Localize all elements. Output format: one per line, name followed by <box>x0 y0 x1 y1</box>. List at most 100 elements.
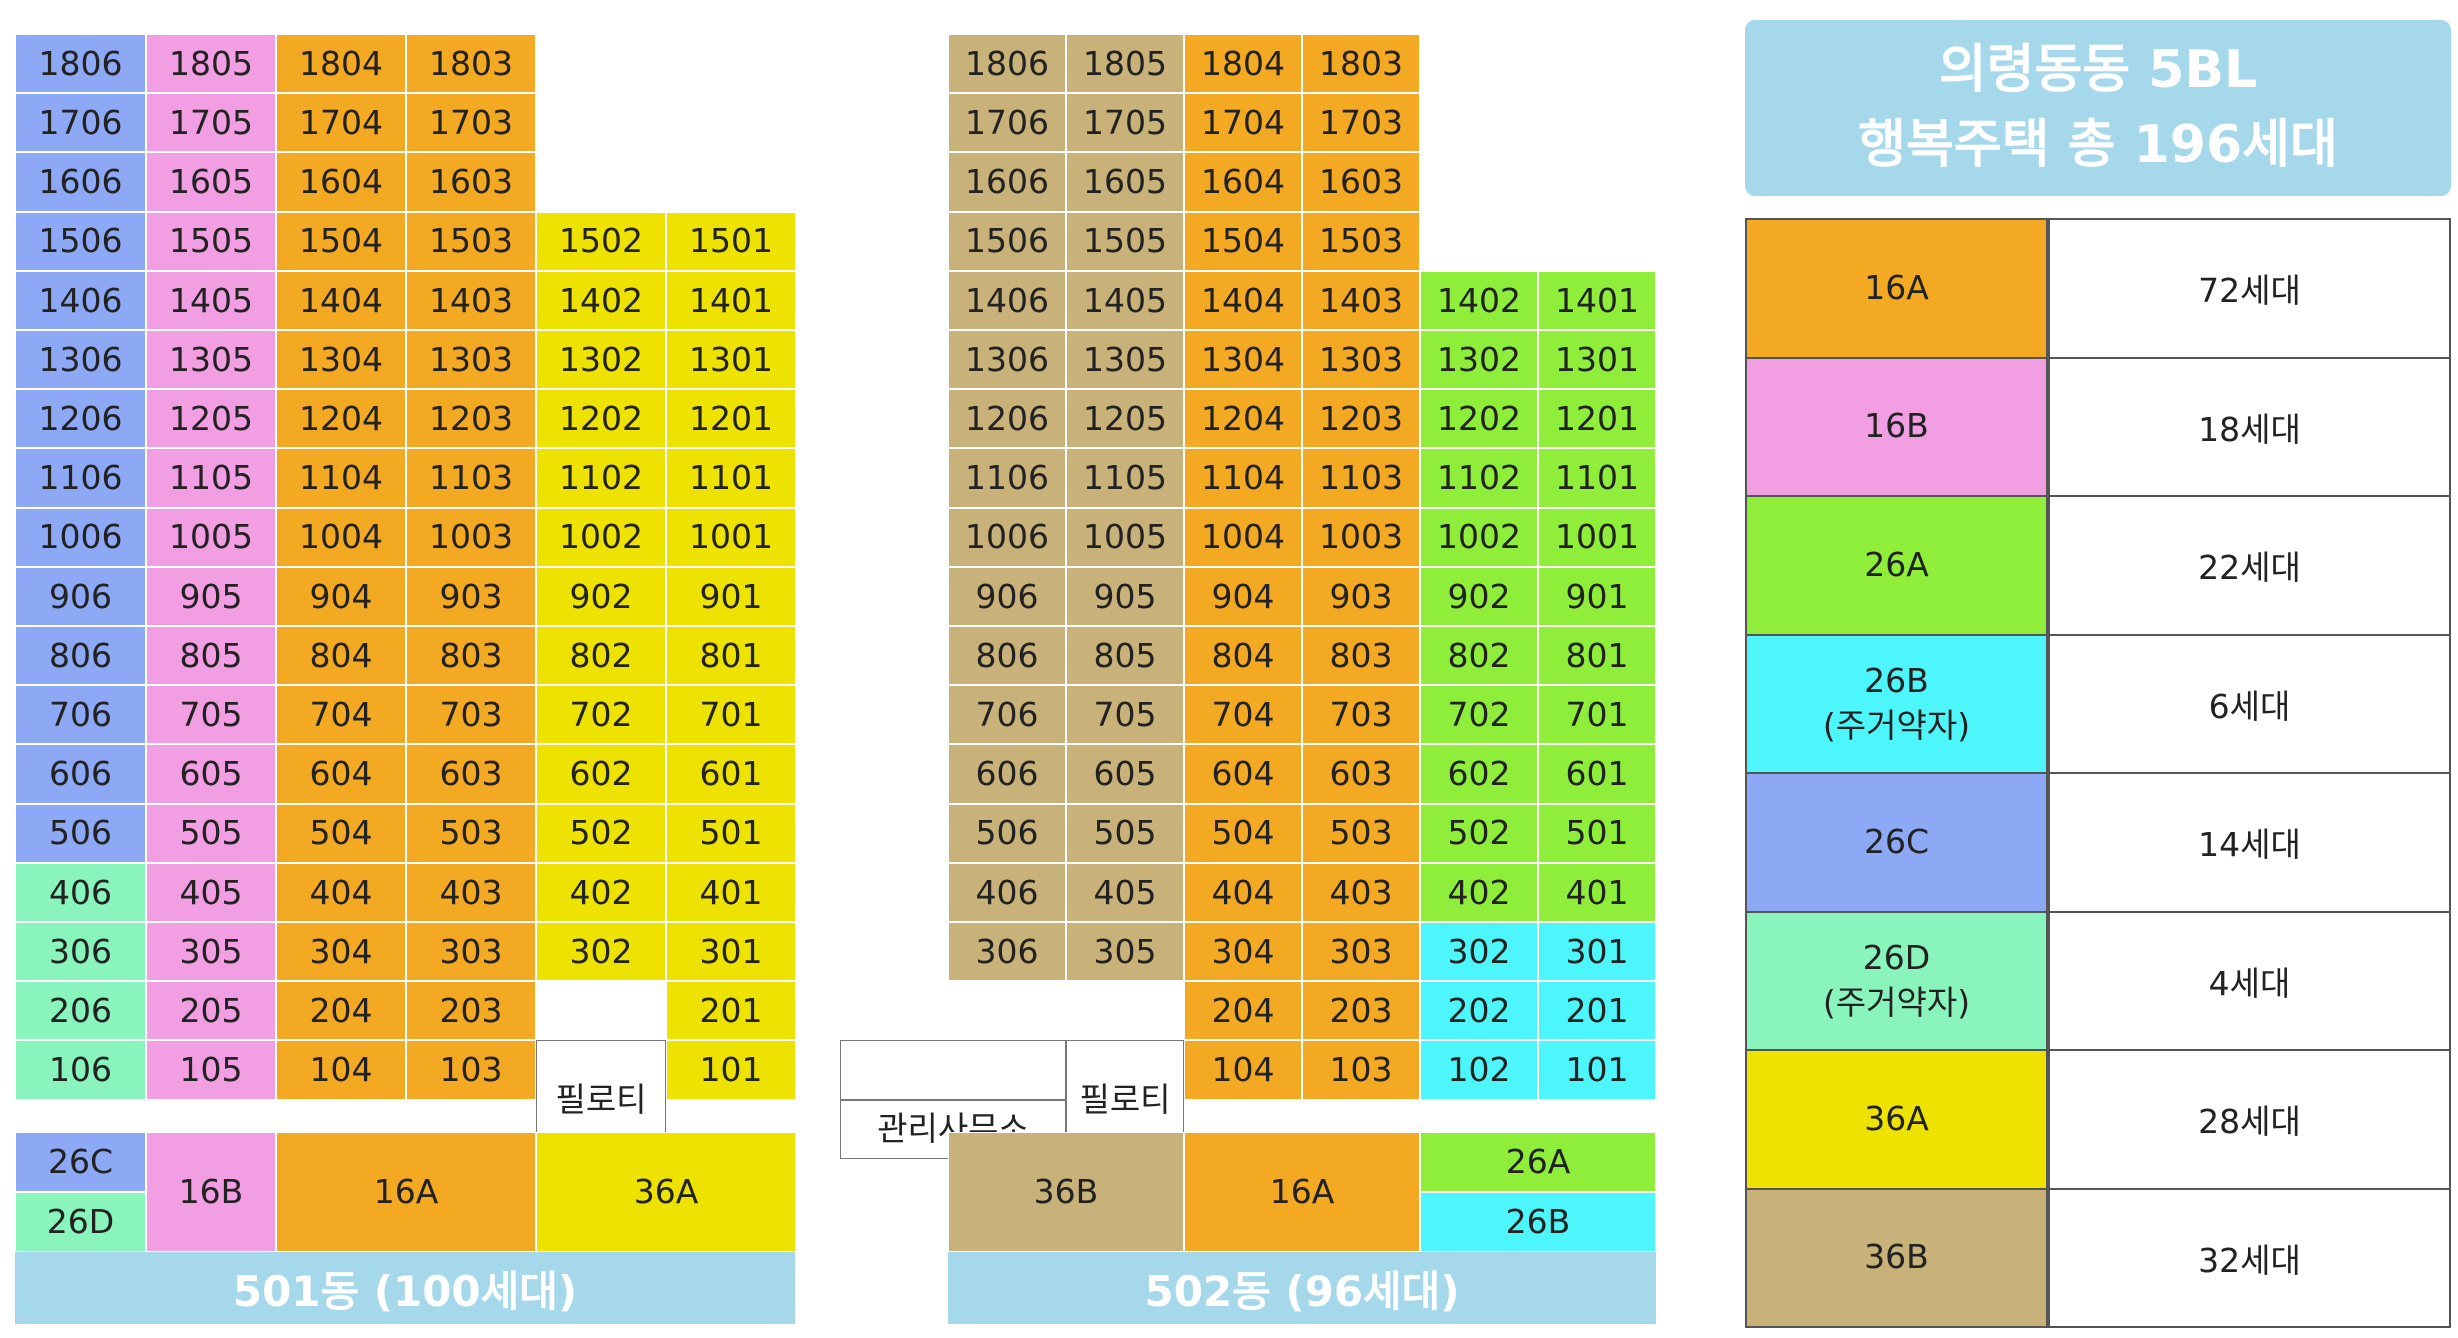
legend-count-36B: 32세대 <box>2048 1187 2451 1328</box>
unit-cell: 1205 <box>1066 389 1184 449</box>
unit-cell: 1001 <box>666 507 796 567</box>
unit-cell: 1306 <box>15 330 146 390</box>
unit-cell: 905 <box>1066 566 1184 626</box>
unit-cell: 1003 <box>406 507 536 567</box>
unit-cell: 106 <box>15 1040 146 1100</box>
unit-cell: 802 <box>536 626 666 686</box>
unit-cell: 1806 <box>15 34 146 94</box>
unit-cell: 703 <box>1302 685 1420 745</box>
type-bar-cell: 36A <box>536 1132 796 1252</box>
building-501-label: 501동 (100세대) <box>15 1252 795 1324</box>
unit-cell: 1001 <box>1538 507 1656 567</box>
legend-count-16B: 18세대 <box>2048 356 2451 497</box>
unit-cell: 1604 <box>1184 152 1302 212</box>
unit-cell: 602 <box>1420 744 1538 804</box>
unit-cell: 1503 <box>406 211 536 271</box>
unit-cell: 101 <box>1538 1040 1656 1100</box>
unit-cell: 1503 <box>1302 211 1420 271</box>
unit-cell: 1605 <box>146 152 276 212</box>
unit-cell: 1704 <box>276 93 406 153</box>
unit-cell: 1201 <box>666 389 796 449</box>
unit-cell: 1805 <box>1066 34 1184 94</box>
unit-cell: 804 <box>1184 626 1302 686</box>
unit-cell: 806 <box>948 626 1066 686</box>
legend-type-36A: 36A <box>1745 1049 2048 1190</box>
unit-cell: 1404 <box>276 270 406 330</box>
legend-count-26B: 6세대 <box>2048 633 2451 774</box>
unit-cell: 306 <box>948 922 1066 982</box>
unit-cell: 705 <box>146 685 276 745</box>
unit-cell: 1703 <box>406 93 536 153</box>
type-bar-cell: 16B <box>146 1132 276 1252</box>
unit-cell: 405 <box>1066 862 1184 922</box>
legend-count-26D: 4세대 <box>2048 910 2451 1051</box>
unit-cell: 1305 <box>146 330 276 390</box>
unit-cell: 1102 <box>1420 448 1538 508</box>
unit-cell: 1406 <box>948 270 1066 330</box>
unit-cell: 303 <box>406 922 536 982</box>
unit-cell: 203 <box>406 981 536 1041</box>
unit-cell: 1004 <box>1184 507 1302 567</box>
unit-cell: 1803 <box>406 34 536 94</box>
unit-cell: 1204 <box>276 389 406 449</box>
unit-cell: 501 <box>1538 803 1656 863</box>
legend-type-26C: 26C <box>1745 772 2048 913</box>
unit-cell: 1103 <box>1302 448 1420 508</box>
unit-cell: 703 <box>406 685 536 745</box>
unit-cell: 1501 <box>666 211 796 271</box>
unit-cell: 301 <box>1538 922 1656 982</box>
unit-cell: 504 <box>276 803 406 863</box>
unit-cell: 1002 <box>536 507 666 567</box>
unit-cell: 604 <box>1184 744 1302 804</box>
unit-cell: 1806 <box>948 34 1066 94</box>
unit-cell: 1302 <box>1420 330 1538 390</box>
unit-cell: 1502 <box>536 211 666 271</box>
type-bar-cell: 16A <box>1184 1132 1420 1252</box>
unit-cell: 1403 <box>1302 270 1420 330</box>
unit-cell: 1604 <box>276 152 406 212</box>
unit-cell: 305 <box>146 922 276 982</box>
unit-cell: 604 <box>276 744 406 804</box>
unit-cell: 1101 <box>1538 448 1656 508</box>
unit-cell: 205 <box>146 981 276 1041</box>
legend-type-26B: 26B (주거약자) <box>1745 633 2048 774</box>
unit-cell: 1505 <box>1066 211 1184 271</box>
unit-cell: 605 <box>146 744 276 804</box>
unit-cell: 706 <box>15 685 146 745</box>
unit-cell: 705 <box>1066 685 1184 745</box>
unit-cell: 1205 <box>146 389 276 449</box>
unit-cell: 1606 <box>948 152 1066 212</box>
building-502-label: 502동 (96세대) <box>948 1252 1656 1324</box>
unit-cell: 1101 <box>666 448 796 508</box>
unit-cell: 903 <box>1302 566 1420 626</box>
unit-cell: 1302 <box>536 330 666 390</box>
legend-count-16A: 72세대 <box>2048 218 2451 359</box>
unit-cell: 905 <box>146 566 276 626</box>
unit-cell: 1303 <box>1302 330 1420 390</box>
unit-cell: 1605 <box>1066 152 1184 212</box>
type-bar-cell: 26C <box>15 1132 146 1192</box>
empty-cell <box>840 1040 1066 1100</box>
unit-cell: 303 <box>1302 922 1420 982</box>
unit-cell: 201 <box>1538 981 1656 1041</box>
unit-cell: 1402 <box>1420 270 1538 330</box>
unit-cell: 1105 <box>1066 448 1184 508</box>
unit-cell: 103 <box>406 1040 536 1100</box>
unit-cell: 1505 <box>146 211 276 271</box>
unit-cell: 803 <box>406 626 536 686</box>
unit-cell: 802 <box>1420 626 1538 686</box>
unit-cell: 1102 <box>536 448 666 508</box>
unit-cell: 301 <box>666 922 796 982</box>
unit-cell: 305 <box>1066 922 1184 982</box>
unit-cell: 901 <box>1538 566 1656 626</box>
unit-cell: 701 <box>666 685 796 745</box>
unit-cell: 1103 <box>406 448 536 508</box>
unit-cell: 1402 <box>536 270 666 330</box>
unit-cell: 1305 <box>1066 330 1184 390</box>
unit-cell: 406 <box>15 862 146 922</box>
unit-cell: 701 <box>1538 685 1656 745</box>
unit-cell: 1404 <box>1184 270 1302 330</box>
unit-cell: 1206 <box>15 389 146 449</box>
unit-cell: 104 <box>276 1040 406 1100</box>
unit-cell: 1304 <box>1184 330 1302 390</box>
